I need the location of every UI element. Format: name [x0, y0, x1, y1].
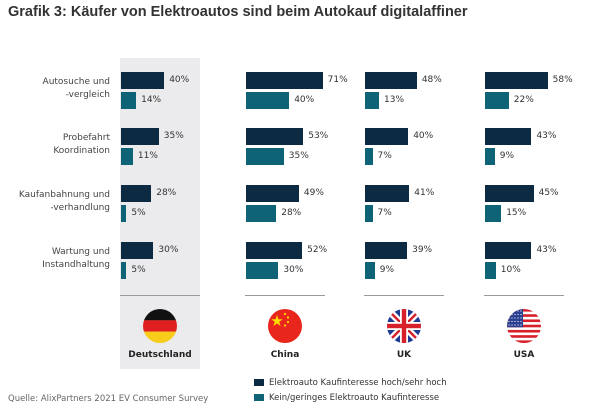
- bar-usa-high: [485, 185, 534, 202]
- china-flag-icon: [268, 309, 302, 343]
- bar-usa-high: [485, 72, 548, 89]
- data-label: 48%: [421, 75, 442, 85]
- usa-flag-icon: [507, 309, 541, 343]
- data-label: 41%: [414, 188, 435, 198]
- data-label: 5%: [131, 208, 146, 218]
- data-label: 58%: [552, 75, 573, 85]
- bar-deutschland-high: [121, 72, 165, 89]
- data-label: 43%: [536, 131, 557, 141]
- data-label: 71%: [327, 75, 348, 85]
- legend-label-high: Elektroauto Kaufinteresse hoch/sehr hoch: [269, 378, 447, 388]
- bar-china-low: [246, 262, 279, 279]
- bar-china-high: [246, 242, 303, 259]
- legend-swatch-low: [254, 394, 264, 401]
- chart-title: Grafik 3: Käufer von Elektroautos sind b…: [8, 4, 468, 20]
- panel-separator: [120, 295, 200, 296]
- country-label: Deutschland: [128, 350, 192, 360]
- data-label: 9%: [379, 265, 394, 275]
- bar-uk-high: [365, 185, 410, 202]
- legend-swatch-high: [254, 379, 264, 386]
- data-label: 13%: [384, 95, 405, 105]
- data-label: 40%: [169, 75, 190, 85]
- bar-deutschland-low: [121, 92, 137, 109]
- category-label: Wartung und Instandhaltung: [0, 246, 110, 272]
- panel-separator: [484, 295, 564, 296]
- bar-uk-low: [365, 262, 375, 279]
- bar-uk-high: [365, 242, 408, 259]
- category-label-line: Koordination: [53, 146, 110, 156]
- data-label: 53%: [308, 131, 329, 141]
- bar-china-high: [246, 185, 299, 202]
- germany-flag-icon: [143, 309, 177, 343]
- bar-usa-low: [485, 205, 502, 222]
- data-label: 35%: [163, 131, 184, 141]
- legend-item-high: Elektroauto Kaufinteresse hoch/sehr hoch: [254, 378, 447, 388]
- category-label-line: -vergleich: [65, 90, 110, 100]
- category-label: Kaufanbahnung und -verhandlung: [0, 189, 110, 215]
- data-label: 45%: [538, 188, 559, 198]
- data-label: 14%: [141, 95, 162, 105]
- bar-usa-high: [485, 128, 532, 145]
- bar-deutschland-low: [121, 205, 127, 222]
- country-label: China: [270, 350, 300, 360]
- bar-deutschland-high: [121, 128, 159, 145]
- category-label-line: Probefahrt: [62, 133, 110, 143]
- bar-china-high: [246, 72, 323, 89]
- bar-china-low: [246, 148, 284, 165]
- data-label: 15%: [506, 208, 527, 218]
- data-label: 7%: [377, 208, 392, 218]
- bar-uk-low: [365, 205, 373, 222]
- bar-china-low: [246, 205, 277, 222]
- data-label: 28%: [156, 188, 177, 198]
- category-label-line: Instandhaltung: [42, 260, 110, 270]
- panel-separator: [245, 295, 325, 296]
- data-label: 39%: [412, 245, 433, 255]
- bar-deutschland-low: [121, 262, 127, 279]
- panel-separator: [364, 295, 444, 296]
- category-label-line: Wartung und: [51, 247, 110, 257]
- data-label: 40%: [413, 131, 434, 141]
- data-label: 30%: [283, 265, 304, 275]
- category-label: Autosuche und -vergleich: [0, 76, 110, 102]
- data-label: 11%: [137, 151, 158, 161]
- bar-usa-high: [485, 242, 532, 259]
- data-label: 9%: [499, 151, 514, 161]
- bar-uk-low: [365, 92, 380, 109]
- bar-uk-high: [365, 128, 409, 145]
- data-label: 40%: [294, 95, 315, 105]
- bar-usa-low: [485, 92, 509, 109]
- bar-deutschland-high: [121, 242, 154, 259]
- category-label-line: -verhandlung: [50, 203, 110, 213]
- country-label: USA: [513, 350, 535, 360]
- category-label-line: Autosuche und: [42, 77, 110, 87]
- category-label-line: Kaufanbahnung und: [18, 190, 110, 200]
- data-label: 10%: [500, 265, 521, 275]
- bar-usa-low: [485, 148, 495, 165]
- bar-china-low: [246, 92, 290, 109]
- data-label: 52%: [307, 245, 328, 255]
- data-label: 5%: [131, 265, 146, 275]
- legend-label-low: Kein/geringes Elektroauto Kaufinteresse: [269, 393, 440, 403]
- data-label: 35%: [288, 151, 309, 161]
- source-note: Quelle: AlixPartners 2021 EV Consumer Su…: [8, 394, 209, 404]
- bar-deutschland-low: [121, 148, 133, 165]
- bar-usa-low: [485, 262, 496, 279]
- bar-uk-high: [365, 72, 417, 89]
- legend-item-low: Kein/geringes Elektroauto Kaufinteresse: [254, 393, 439, 403]
- category-label: Probefahrt Koordination: [0, 132, 110, 158]
- data-label: 22%: [513, 95, 534, 105]
- data-label: 28%: [281, 208, 302, 218]
- data-label: 49%: [303, 188, 324, 198]
- bar-china-high: [246, 128, 304, 145]
- uk-flag-icon: [387, 309, 421, 343]
- data-label: 30%: [158, 245, 179, 255]
- data-label: 7%: [377, 151, 392, 161]
- data-label: 43%: [536, 245, 557, 255]
- bar-uk-low: [365, 148, 373, 165]
- country-label: UK: [396, 350, 412, 360]
- bar-deutschland-high: [121, 185, 152, 202]
